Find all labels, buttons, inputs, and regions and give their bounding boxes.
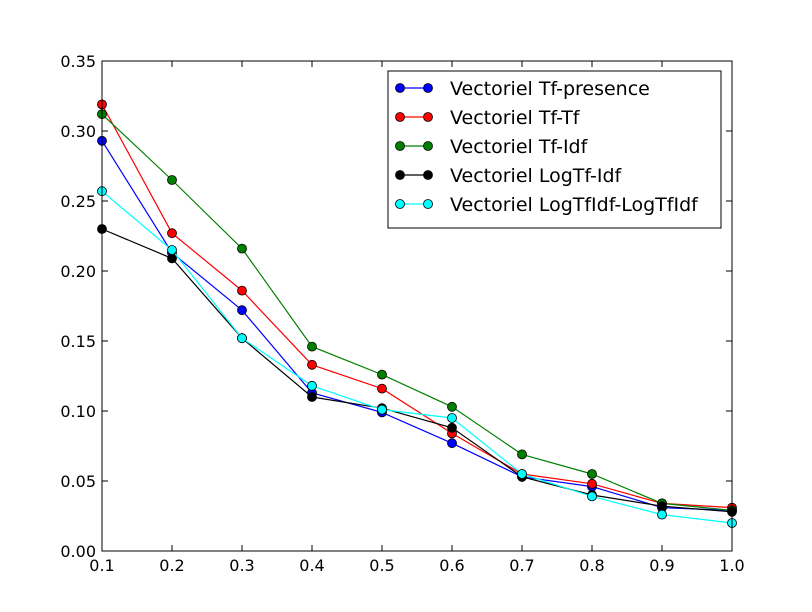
x-tick-label: 0.1	[89, 556, 114, 575]
data-point	[377, 383, 387, 394]
legend-marker	[395, 141, 405, 151]
y-tick-label: 0.20	[60, 262, 96, 281]
x-tick-label: 0.5	[369, 556, 394, 575]
plot-frame	[101, 60, 733, 552]
data-point	[167, 228, 177, 239]
legend-label: Vectoriel Tf-presence	[450, 78, 650, 100]
y-tick-label: 0.30	[60, 122, 96, 141]
data-point	[587, 478, 597, 489]
data-point	[237, 305, 247, 316]
x-tick-label: 0.6	[439, 556, 464, 575]
legend-marker	[423, 141, 433, 151]
y-tick-label: 0.25	[60, 192, 96, 211]
data-point	[587, 491, 597, 502]
legend-entry: Vectoriel Tf-Idf	[395, 136, 589, 158]
x-tick-label: 0.2	[159, 556, 184, 575]
data-point	[657, 509, 667, 520]
x-tick-label: 0.7	[509, 556, 534, 575]
data-point	[307, 341, 317, 352]
series-line	[101, 140, 733, 511]
legend-marker	[423, 83, 433, 93]
legend-marker	[423, 199, 433, 209]
legend-marker	[395, 199, 405, 209]
legend-marker	[423, 170, 433, 180]
legend-marker	[423, 112, 433, 122]
legend-label: Vectoriel LogTfIdf-LogTfIdf	[450, 194, 699, 216]
x-tick-label: 0.3	[229, 556, 254, 575]
series-line	[101, 190, 733, 524]
data-point	[517, 469, 527, 479]
legend-label: Vectoriel Tf-Idf	[450, 136, 589, 158]
data-point	[307, 392, 317, 402]
x-tick-label: 0.4	[299, 556, 324, 575]
series-4	[97, 186, 737, 528]
legend-entry: Vectoriel Tf-presence	[395, 78, 650, 100]
legend-marker	[395, 112, 405, 122]
series-layer	[97, 99, 737, 528]
data-point	[237, 243, 247, 254]
legend-entry: Vectoriel Tf-Tf	[395, 107, 581, 129]
series-line	[101, 228, 733, 513]
data-point	[657, 501, 667, 512]
series-line	[101, 113, 733, 511]
legend-marker	[395, 170, 405, 180]
x-tick-label: 1.0	[719, 556, 744, 575]
y-tick-label: 0.05	[60, 472, 96, 491]
data-point	[447, 422, 457, 433]
data-point	[237, 333, 247, 344]
data-point	[447, 438, 457, 449]
data-point	[517, 449, 527, 460]
legend-label: Vectoriel LogTf-Idf	[450, 165, 623, 187]
legend-label: Vectoriel Tf-Tf	[450, 107, 581, 129]
y-tick-label: 0.15	[60, 332, 96, 351]
y-tick-label: 0.10	[60, 402, 96, 421]
data-point	[307, 380, 317, 391]
y-tick-label: 0.00	[60, 542, 96, 561]
axis-ticks: 0.1 0.2 0.3 0.4 0.5 0.6 0.7 0.8 0.9 1.0 0.00 0.05 0.…	[60, 52, 744, 575]
legend-entry: Vectoriel LogTfIdf-LogTfIdf	[395, 194, 699, 216]
data-point	[167, 175, 177, 185]
series-line	[101, 104, 733, 509]
x-tick-label: 0.8	[579, 556, 604, 575]
data-point	[307, 359, 317, 370]
data-point	[377, 369, 387, 380]
data-point	[237, 285, 247, 296]
legend-marker	[395, 83, 405, 93]
data-point	[447, 413, 457, 423]
data-point	[587, 469, 597, 479]
x-tick-label: 0.9	[649, 556, 674, 575]
data-point	[377, 404, 387, 415]
legend-box	[387, 70, 722, 229]
y-tick-label: 0.35	[60, 52, 96, 71]
data-point	[167, 253, 177, 264]
data-point	[447, 401, 457, 412]
data-point	[167, 245, 177, 255]
legend: Vectoriel Tf-presence Vectoriel Tf-Tf Vect…	[387, 70, 722, 229]
legend-entry: Vectoriel LogTf-Idf	[395, 165, 623, 187]
